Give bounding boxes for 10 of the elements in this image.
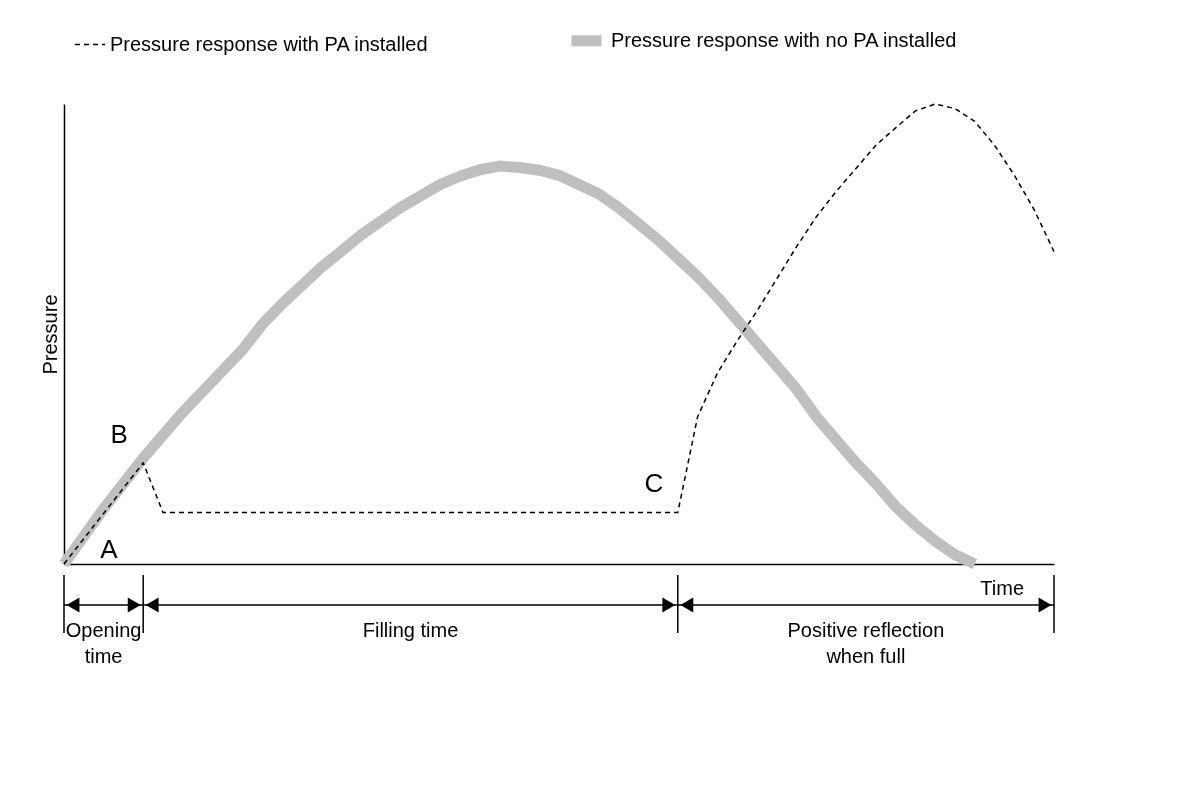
y-axis-title: Pressure bbox=[38, 294, 61, 375]
annotation: A bbox=[100, 534, 119, 564]
text: Filling time bbox=[362, 619, 459, 641]
x-axis-title: Time bbox=[980, 577, 1024, 599]
annotation: B bbox=[110, 418, 128, 449]
legend-label: Pressure response with PA installed bbox=[110, 32, 428, 55]
annotation: C bbox=[644, 468, 664, 499]
text: Positive reflection when full bbox=[787, 619, 945, 667]
text: Opening time bbox=[65, 619, 142, 667]
legend-label: Pressure response with no PA installed bbox=[611, 28, 957, 51]
